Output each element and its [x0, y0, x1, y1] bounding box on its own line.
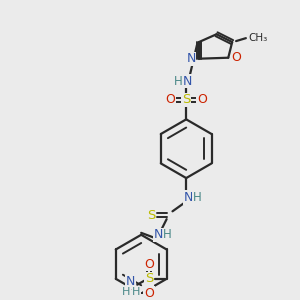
Text: N: N [126, 275, 135, 288]
Text: H: H [132, 286, 140, 296]
Text: O: O [144, 287, 154, 300]
Text: N: N [186, 52, 196, 65]
Text: S: S [182, 93, 190, 106]
Text: H: H [163, 228, 172, 241]
Text: S: S [145, 272, 153, 285]
Text: O: O [231, 51, 241, 64]
Text: N: N [182, 75, 192, 88]
Text: S: S [147, 209, 155, 222]
Text: N: N [154, 228, 164, 241]
Text: O: O [197, 93, 207, 106]
Text: O: O [144, 258, 154, 271]
Text: N: N [184, 191, 193, 204]
Text: O: O [166, 93, 176, 106]
Text: CH₃: CH₃ [248, 33, 267, 43]
Text: H: H [122, 286, 131, 296]
Text: H: H [193, 191, 201, 204]
Text: H: H [174, 75, 183, 88]
